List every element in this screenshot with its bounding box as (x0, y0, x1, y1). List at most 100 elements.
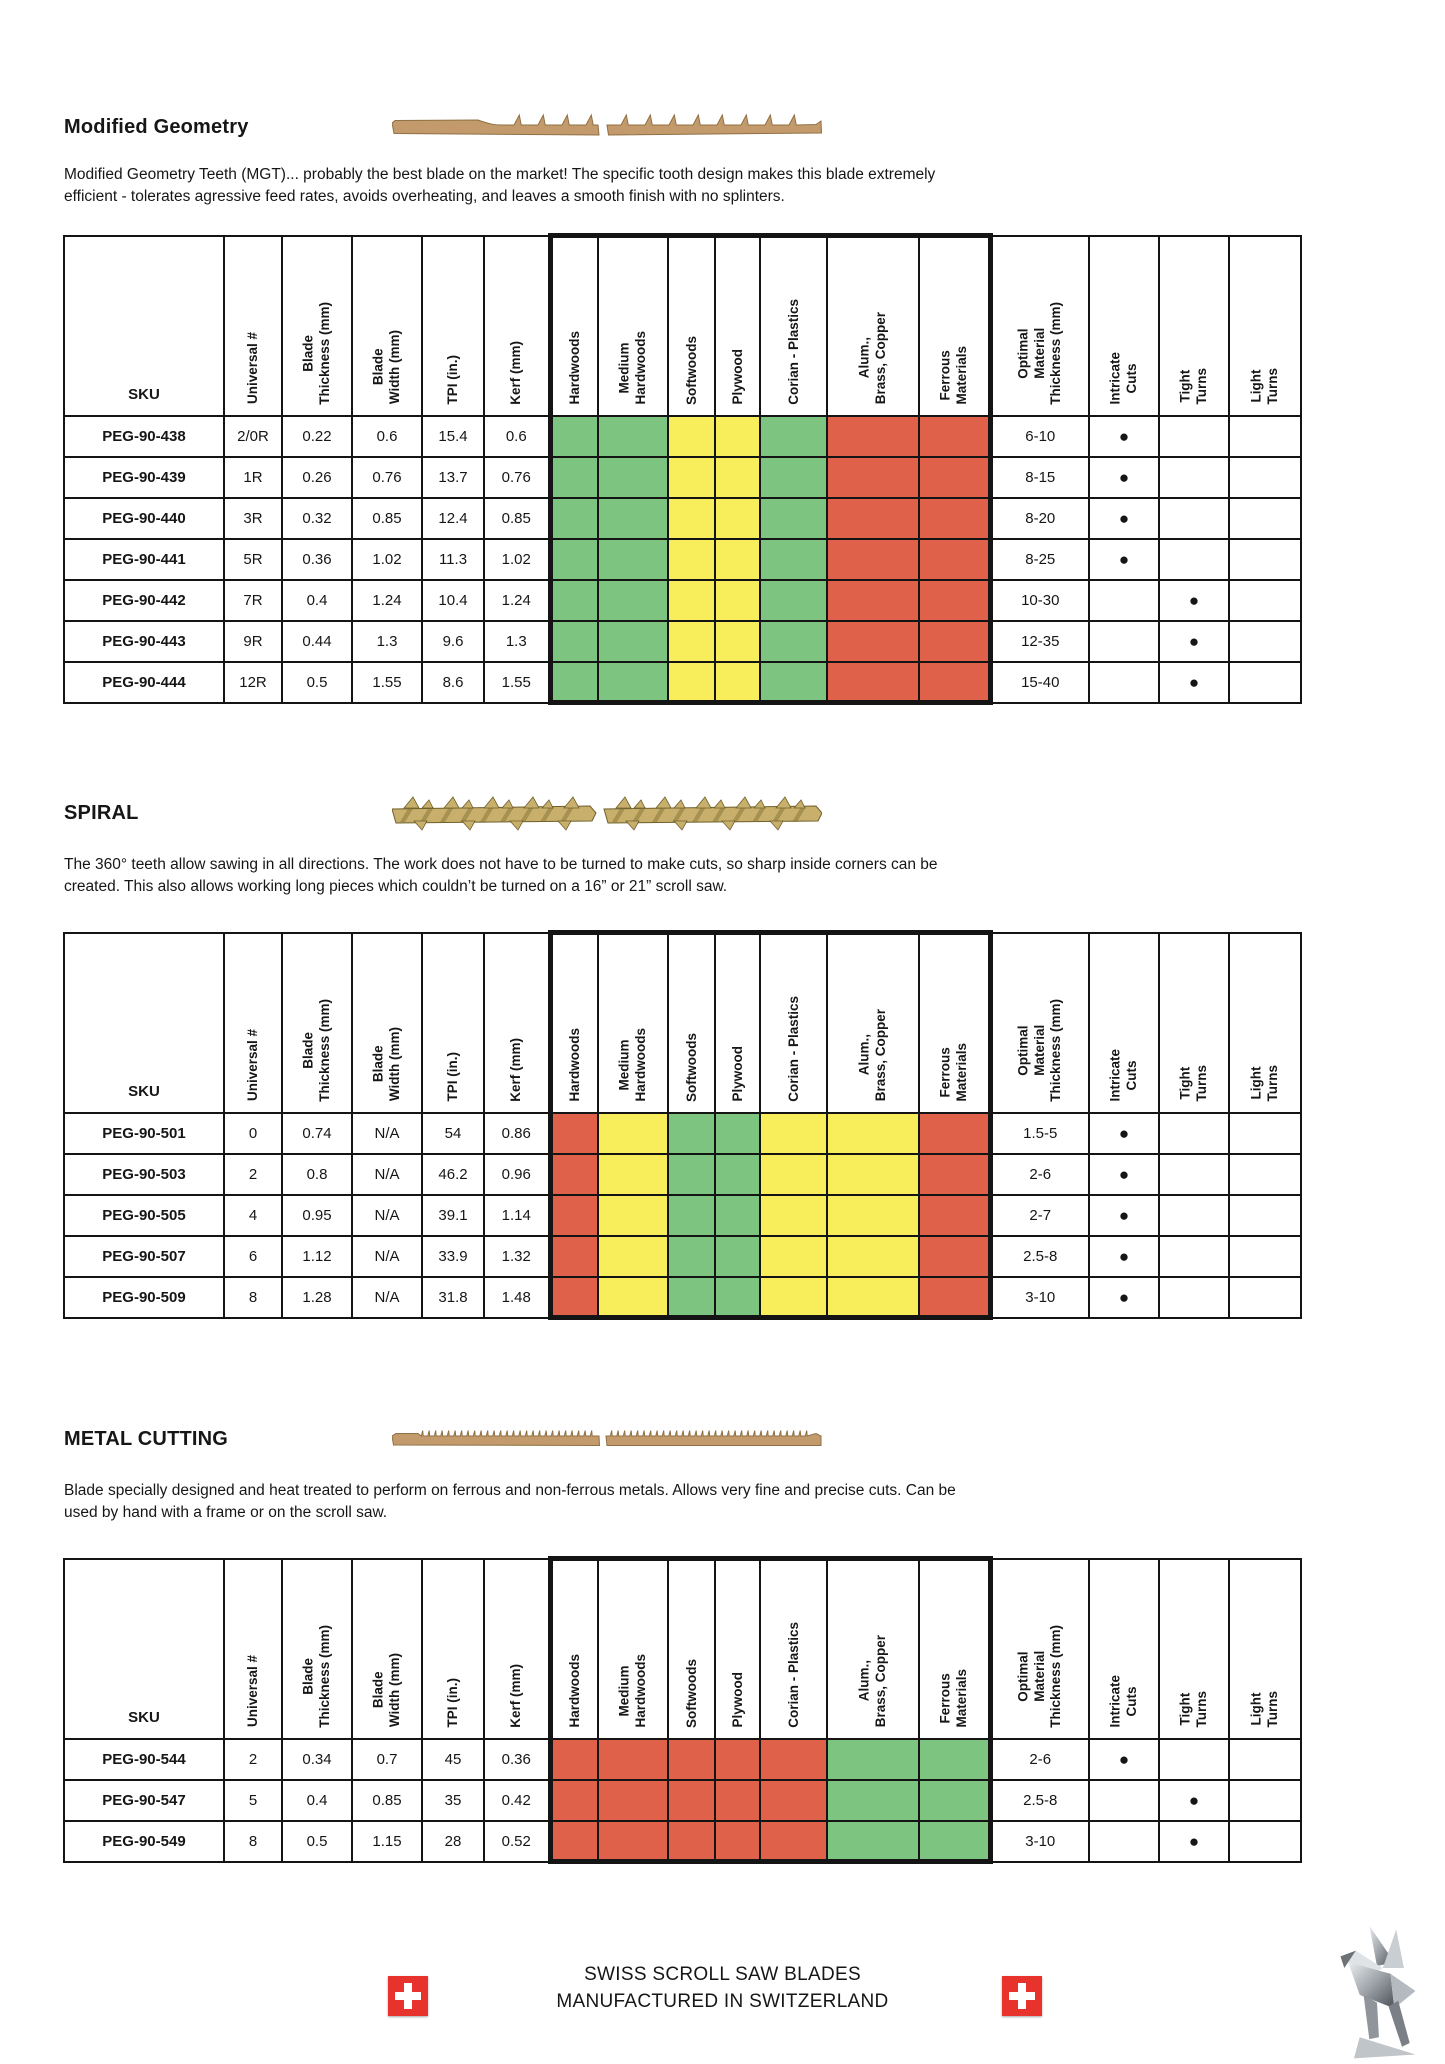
cell-blade_width_mm: N/A (351, 1234, 423, 1278)
material-cell-softwoods (667, 1778, 716, 1822)
cell-tpi_in: 45 (421, 1737, 485, 1781)
swiss-cross-icon (1009, 1992, 1035, 2000)
cell-tight_turns (1158, 1234, 1230, 1278)
cell-optimal_material_thickness_mm: 8-20 (989, 496, 1090, 540)
cell-sku: PEG-90-549 (63, 1819, 225, 1863)
cell-blade_width_mm: 1.55 (351, 660, 423, 704)
column-header-sku: SKU (63, 1557, 225, 1740)
cell-sku: PEG-90-505 (63, 1193, 225, 1237)
cell-tpi_in: 13.7 (421, 455, 485, 499)
cell-tight_turns: ● (1158, 619, 1230, 663)
table-row: PEG-90-549 8 0.5 1.15 28 0.52 3-10 ● (63, 1819, 1302, 1864)
cell-tight_turns (1158, 414, 1230, 458)
material-cell-medium_hardwoods (597, 1234, 669, 1278)
material-cell-softwoods (667, 1819, 716, 1864)
cell-universal_number: 0 (223, 1111, 283, 1155)
material-cell-corian_plastics (759, 1193, 828, 1237)
cell-intricate_cuts (1088, 1778, 1160, 1822)
material-cell-hardwoods (547, 455, 599, 499)
cell-blade_width_mm: 0.7 (351, 1737, 423, 1781)
material-cell-softwoods (667, 496, 716, 540)
cell-intricate_cuts: ● (1088, 1111, 1160, 1155)
cell-tight_turns (1158, 496, 1230, 540)
column-header-hardwoods: Hardwoods (547, 233, 599, 417)
cell-sku: PEG-90-509 (63, 1275, 225, 1319)
material-cell-medium_hardwoods (597, 496, 669, 540)
cell-tpi_in: 15.4 (421, 414, 485, 458)
mgt-table-host: SKU Universal # Blade Thickness (mm) Blade … (63, 233, 1302, 705)
cell-blade_width_mm: N/A (351, 1111, 423, 1155)
material-cell-alum_brass_copper (826, 1737, 920, 1781)
material-cell-ferrous_materials (918, 1111, 993, 1155)
material-cell-medium_hardwoods (597, 1737, 669, 1781)
cell-blade_width_mm: 0.6 (351, 414, 423, 458)
cell-universal_number: 2 (223, 1152, 283, 1196)
cell-sku: PEG-90-503 (63, 1152, 225, 1196)
material-cell-ferrous_materials (918, 660, 993, 705)
column-header-tpi_in: TPI (in.) (421, 931, 485, 1114)
column-header-optimal_material_thickness_mm: Optimal Material Thickness (mm) (989, 1557, 1090, 1740)
cell-tight_turns (1158, 1275, 1230, 1319)
footer-line-1: SWISS SCROLL SAW BLADES (584, 1964, 861, 1985)
cell-sku: PEG-90-544 (63, 1737, 225, 1781)
cell-tpi_in: 28 (421, 1819, 485, 1863)
column-header-universal_number: Universal # (223, 234, 283, 417)
cell-optimal_material_thickness_mm: 1.5-5 (989, 1111, 1090, 1155)
cell-intricate_cuts: ● (1088, 1275, 1160, 1319)
material-cell-plywood (714, 578, 761, 622)
swiss-flag-icon (1002, 1976, 1042, 2016)
material-cell-alum_brass_copper (826, 414, 920, 458)
material-cell-plywood (714, 619, 761, 663)
cell-blade_thickness_mm: 0.4 (281, 578, 353, 622)
column-header-kerf_mm: Kerf (mm) (483, 234, 551, 417)
cell-tpi_in: 12.4 (421, 496, 485, 540)
cell-blade_width_mm: 1.24 (351, 578, 423, 622)
material-cell-plywood (714, 1234, 761, 1278)
column-header-universal_number: Universal # (223, 931, 283, 1114)
cell-intricate_cuts: ● (1088, 1234, 1160, 1278)
cell-sku: PEG-90-441 (63, 537, 225, 581)
cell-tight_turns: ● (1158, 1819, 1230, 1863)
column-header-tpi_in: TPI (in.) (421, 1557, 485, 1740)
material-cell-hardwoods (547, 1111, 599, 1155)
column-header-corian_plastics: Corian - Plastics (759, 1556, 828, 1740)
cell-tight_turns (1158, 537, 1230, 581)
cell-intricate_cuts (1088, 619, 1160, 663)
material-cell-ferrous_materials (918, 1819, 993, 1864)
column-header-softwoods: Softwoods (667, 233, 716, 417)
cell-kerf_mm: 1.3 (483, 619, 551, 663)
cell-optimal_material_thickness_mm: 12-35 (989, 619, 1090, 663)
material-cell-medium_hardwoods (597, 537, 669, 581)
cell-kerf_mm: 0.6 (483, 414, 551, 458)
cell-intricate_cuts: ● (1088, 1737, 1160, 1781)
cell-blade_thickness_mm: 0.8 (281, 1152, 353, 1196)
cell-kerf_mm: 0.76 (483, 455, 551, 499)
cell-light_turns (1228, 1737, 1302, 1781)
cell-intricate_cuts (1088, 1819, 1160, 1863)
cell-universal_number: 5R (223, 537, 283, 581)
cell-intricate_cuts (1088, 660, 1160, 704)
modified-geometry-spec-table: SKU Universal # Blade Thickness (mm) Blade … (63, 233, 1302, 705)
material-cell-alum_brass_copper (826, 1275, 920, 1320)
material-cell-plywood (714, 1737, 761, 1781)
cell-sku: PEG-90-444 (63, 660, 225, 704)
cell-tpi_in: 33.9 (421, 1234, 485, 1278)
cell-optimal_material_thickness_mm: 3-10 (989, 1819, 1090, 1863)
cell-intricate_cuts: ● (1088, 414, 1160, 458)
column-header-plywood: Plywood (714, 233, 761, 417)
column-header-light_turns: Light Turns (1228, 234, 1302, 417)
material-cell-hardwoods (547, 1234, 599, 1278)
material-cell-plywood (714, 1152, 761, 1196)
cell-sku: PEG-90-440 (63, 496, 225, 540)
cell-tight_turns (1158, 455, 1230, 499)
cell-optimal_material_thickness_mm: 8-25 (989, 537, 1090, 581)
material-cell-plywood (714, 1111, 761, 1155)
material-cell-medium_hardwoods (597, 578, 669, 622)
cell-intricate_cuts: ● (1088, 1193, 1160, 1237)
material-cell-plywood (714, 660, 761, 705)
metal-blade-image (391, 1426, 822, 1460)
cell-light_turns (1228, 660, 1302, 704)
column-header-tight_turns: Tight Turns (1158, 931, 1230, 1114)
cell-blade_thickness_mm: 0.44 (281, 619, 353, 663)
column-header-intricate_cuts: Intricate Cuts (1088, 931, 1160, 1114)
